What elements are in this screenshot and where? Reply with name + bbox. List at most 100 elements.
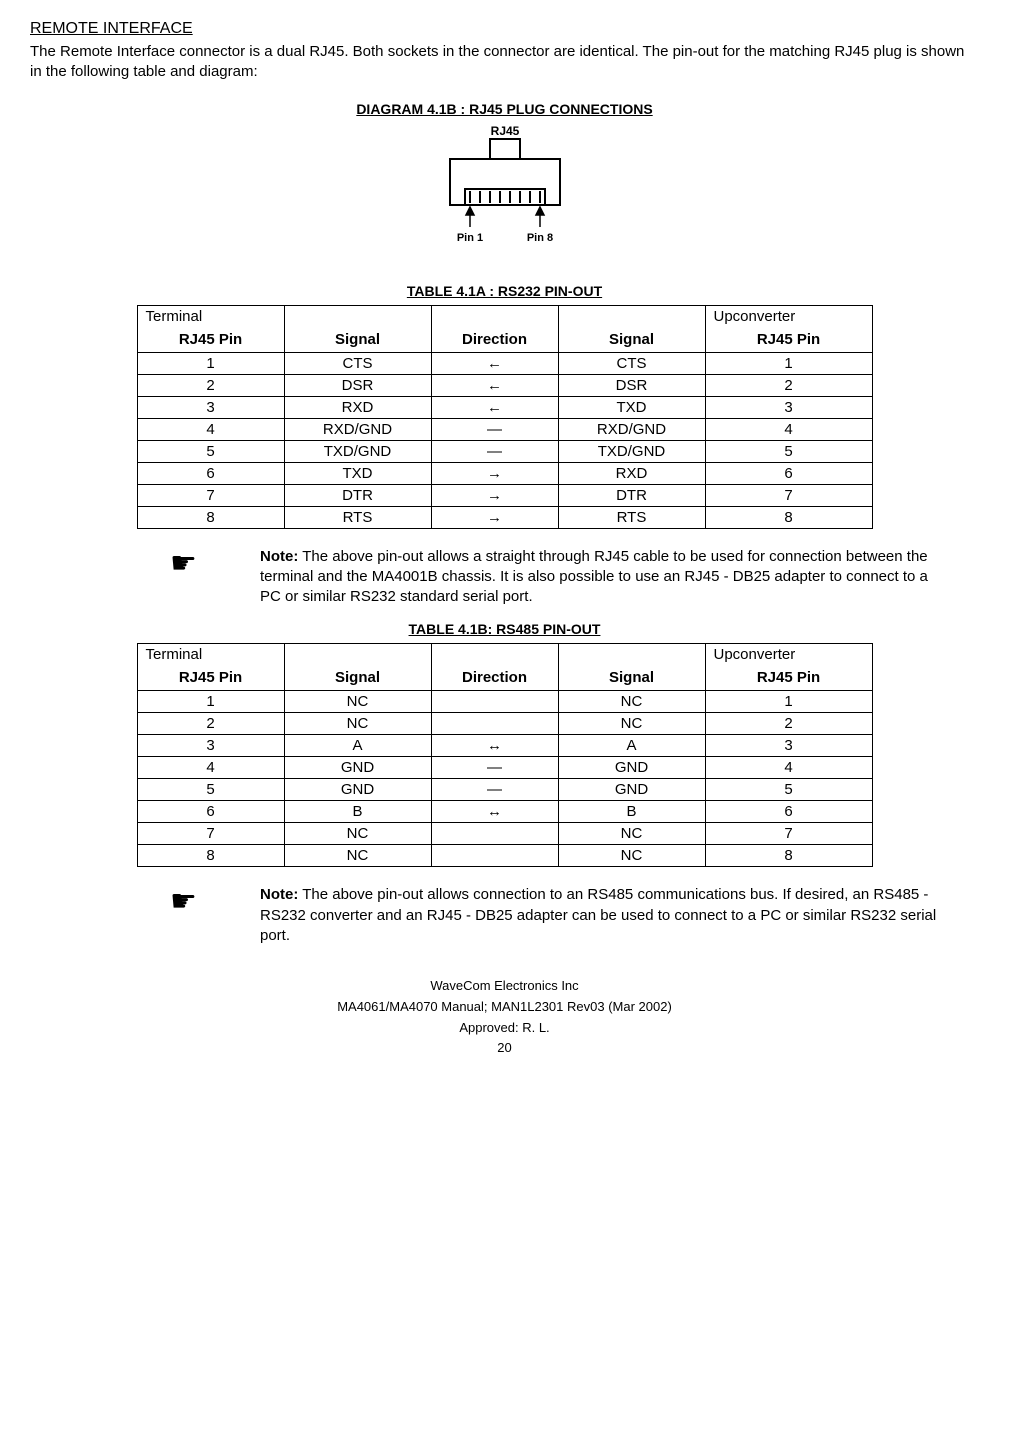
note-b-label: Note:: [260, 886, 298, 903]
table-cell: 7: [705, 823, 872, 845]
table-row: 4GND—GND4: [137, 757, 872, 779]
note-a-label: Note:: [260, 548, 298, 565]
table-cell: RXD/GND: [558, 418, 705, 440]
pointing-hand-icon: ☛: [30, 885, 260, 917]
diagram-title: DIAGRAM 4.1B : RJ45 PLUG CONNECTIONS: [30, 101, 979, 117]
table-cell: TXD/GND: [284, 440, 431, 462]
table-b-col-signal: Signal: [284, 663, 431, 691]
note-a-text: The above pin-out allows a straight thro…: [260, 548, 928, 606]
table-cell: 1: [137, 691, 284, 713]
table-cell: RTS: [558, 506, 705, 528]
table-cell: RXD/GND: [284, 418, 431, 440]
footer-manual: MA4061/MA4070 Manual; MAN1L2301 Rev03 (M…: [30, 997, 979, 1018]
intro-text: The Remote Interface connector is a dual…: [30, 42, 979, 83]
section-title: REMOTE INTERFACE: [30, 20, 979, 38]
footer-approved: Approved: R. L.: [30, 1018, 979, 1039]
table-cell: TXD: [284, 462, 431, 484]
table-row: 2NCNC2: [137, 713, 872, 735]
table-row: 7NCNC7: [137, 823, 872, 845]
table-row: 4RXD/GND—RXD/GND4: [137, 418, 872, 440]
table-row: 3RXD←TXD3: [137, 396, 872, 418]
table-cell: 8: [705, 506, 872, 528]
table-cell: CTS: [284, 352, 431, 374]
table-row: 7DTR→DTR7: [137, 484, 872, 506]
table-cell: 2: [705, 713, 872, 735]
table-cell: ←: [431, 374, 558, 396]
table-cell: [431, 845, 558, 867]
table-cell: DTR: [558, 484, 705, 506]
table-b-col-uppin: RJ45 Pin: [705, 663, 872, 691]
diagram-label-pin1: Pin 1: [456, 232, 482, 244]
table-cell: DSR: [284, 374, 431, 396]
table-cell: —: [431, 757, 558, 779]
table-row: 5GND—GND5: [137, 779, 872, 801]
table-a-hdr-terminal: Terminal: [137, 305, 284, 325]
footer-page: 20: [30, 1038, 979, 1059]
pointing-hand-icon: ☛: [30, 547, 260, 579]
table-cell: 5: [137, 440, 284, 462]
table-cell: GND: [284, 757, 431, 779]
table-cell: DSR: [558, 374, 705, 396]
note-b: ☛ Note: The above pin-out allows connect…: [30, 885, 979, 946]
table-row: 6TXD→RXD6: [137, 462, 872, 484]
table-cell: TXD: [558, 396, 705, 418]
table-a-col-signal: Signal: [284, 325, 431, 353]
table-b-title: TABLE 4.1B: RS485 PIN-OUT: [30, 621, 979, 637]
table-b-hdr-upconverter: Upconverter: [705, 644, 872, 664]
table-row: 2DSR←DSR2: [137, 374, 872, 396]
table-cell: A: [558, 735, 705, 757]
table-cell: 8: [137, 845, 284, 867]
table-cell: 4: [137, 757, 284, 779]
table-cell: GND: [284, 779, 431, 801]
table-cell: RXD: [558, 462, 705, 484]
table-cell: 5: [137, 779, 284, 801]
table-cell: [431, 823, 558, 845]
table-cell: NC: [284, 713, 431, 735]
table-cell: 5: [705, 779, 872, 801]
table-a-hdr-upconverter: Upconverter: [705, 305, 872, 325]
note-b-text: The above pin-out allows connection to a…: [260, 886, 936, 944]
table-row: 8RTS→RTS8: [137, 506, 872, 528]
table-cell: 2: [137, 374, 284, 396]
table-cell: NC: [284, 691, 431, 713]
table-cell: 4: [705, 418, 872, 440]
table-cell: 6: [705, 462, 872, 484]
table-cell: 6: [705, 801, 872, 823]
table-b: Terminal Upconverter RJ45 Pin Signal Dir…: [137, 643, 873, 867]
table-a-col-pin: RJ45 Pin: [137, 325, 284, 353]
table-cell: [431, 691, 558, 713]
diagram-label-top: RJ45: [490, 124, 519, 138]
table-cell: ↔: [431, 735, 558, 757]
table-cell: —: [431, 779, 558, 801]
table-a-col-dir: Direction: [431, 325, 558, 353]
rj45-diagram: RJ45 Pin 1 Pin 8: [405, 123, 605, 253]
table-row: 3A↔A3: [137, 735, 872, 757]
table-cell: [431, 713, 558, 735]
note-a: ☛ Note: The above pin-out allows a strai…: [30, 547, 979, 608]
table-b-col-pin: RJ45 Pin: [137, 663, 284, 691]
table-row: 8NCNC8: [137, 845, 872, 867]
table-cell: →: [431, 462, 558, 484]
table-cell: →: [431, 484, 558, 506]
footer: WaveCom Electronics Inc MA4061/MA4070 Ma…: [30, 976, 979, 1059]
table-row: 1NCNC1: [137, 691, 872, 713]
table-cell: NC: [284, 845, 431, 867]
table-cell: A: [284, 735, 431, 757]
table-cell: 8: [137, 506, 284, 528]
table-cell: TXD/GND: [558, 440, 705, 462]
table-cell: 4: [705, 757, 872, 779]
table-cell: ↔: [431, 801, 558, 823]
table-cell: NC: [558, 713, 705, 735]
table-cell: 6: [137, 801, 284, 823]
table-cell: 5: [705, 440, 872, 462]
table-cell: DTR: [284, 484, 431, 506]
table-cell: 1: [137, 352, 284, 374]
table-cell: NC: [558, 845, 705, 867]
table-b-col-dir: Direction: [431, 663, 558, 691]
table-cell: ←: [431, 352, 558, 374]
table-cell: 4: [137, 418, 284, 440]
table-a: Terminal Upconverter RJ45 Pin Signal Dir…: [137, 305, 873, 529]
table-cell: B: [558, 801, 705, 823]
table-cell: —: [431, 440, 558, 462]
table-cell: 7: [137, 484, 284, 506]
